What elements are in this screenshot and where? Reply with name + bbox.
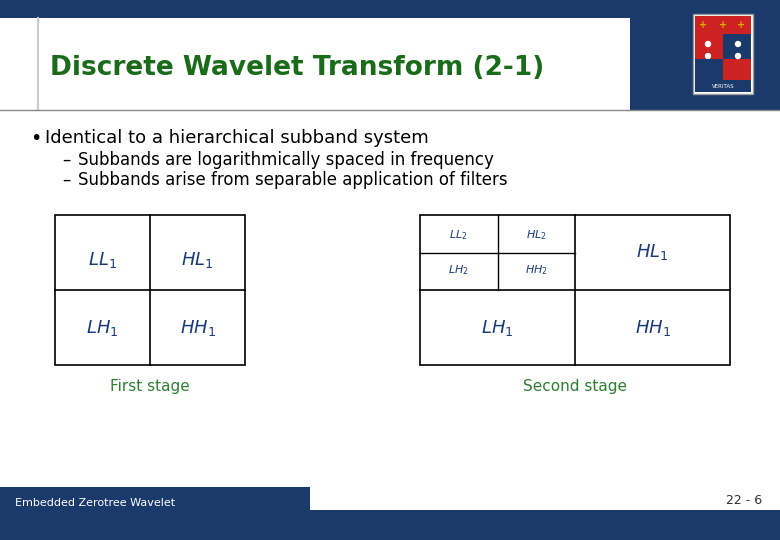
Bar <box>0 510 780 540</box>
Text: $\mathit{LL_1}$: $\mathit{LL_1}$ <box>88 250 117 270</box>
Text: $\mathit{HL_1}$: $\mathit{HL_1}$ <box>636 242 668 262</box>
Text: Subbands arise from separable application of filters: Subbands arise from separable applicatio… <box>78 171 508 189</box>
Bar <box>695 34 723 59</box>
Text: Subbands are logarithmically spaced in frequency: Subbands are logarithmically spaced in f… <box>78 151 494 169</box>
Bar <box>55 215 245 365</box>
Text: $\mathit{HL_2}$: $\mathit{HL_2}$ <box>526 228 547 242</box>
Bar <box>420 215 730 365</box>
Text: +: + <box>737 20 745 30</box>
Text: $\mathit{HH_1}$: $\mathit{HH_1}$ <box>634 318 671 338</box>
Text: $\mathit{LL_2}$: $\mathit{LL_2}$ <box>449 228 468 242</box>
Text: +: + <box>699 20 707 30</box>
Bar <box>723 59 751 84</box>
Bar <box>723 34 751 59</box>
Text: VERITAS: VERITAS <box>711 84 734 89</box>
Circle shape <box>705 42 711 46</box>
Text: Discrete Wavelet Transform (2-1): Discrete Wavelet Transform (2-1) <box>50 55 544 81</box>
Text: –: – <box>62 151 70 169</box>
Text: –: – <box>62 171 70 189</box>
Text: +: + <box>719 20 727 30</box>
Text: 22 - 6: 22 - 6 <box>726 494 762 507</box>
Text: $\mathit{LH_1}$: $\mathit{LH_1}$ <box>87 318 119 338</box>
Text: $\mathit{HH_2}$: $\mathit{HH_2}$ <box>525 263 548 276</box>
Text: $\mathit{LH_2}$: $\mathit{LH_2}$ <box>448 263 469 276</box>
Bar <box>630 0 780 110</box>
Bar <box>693 14 753 94</box>
Bar <box>0 487 310 540</box>
Text: $\mathit{LH_1}$: $\mathit{LH_1}$ <box>481 318 514 338</box>
Circle shape <box>736 42 740 46</box>
Circle shape <box>705 53 711 58</box>
Text: $\mathit{HL_1}$: $\mathit{HL_1}$ <box>181 250 214 270</box>
Text: Identical to a hierarchical subband system: Identical to a hierarchical subband syst… <box>45 129 429 147</box>
Text: Second stage: Second stage <box>523 379 627 394</box>
Text: $\mathit{HH_1}$: $\mathit{HH_1}$ <box>179 318 215 338</box>
Bar <box>695 16 751 34</box>
Bar <box>0 18 630 110</box>
Bar <box>695 80 751 92</box>
Text: First stage: First stage <box>110 379 190 394</box>
Circle shape <box>736 53 740 58</box>
Bar <box>695 59 723 84</box>
Text: Embedded Zerotree Wavelet: Embedded Zerotree Wavelet <box>15 498 176 508</box>
Text: •: • <box>30 129 41 147</box>
Bar <box>0 0 780 18</box>
